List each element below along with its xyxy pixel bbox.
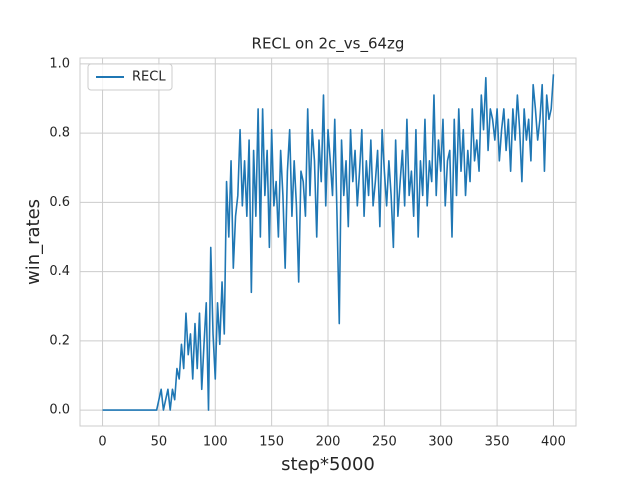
chart-title: RECL on 2c_vs_64zg [252,35,405,54]
y-axis-label: win_rates [23,199,44,285]
y-tick-label: 1.0 [49,56,70,71]
x-tick-label: 300 [428,435,453,450]
x-tick-label: 100 [203,435,228,450]
legend: RECL [87,63,173,91]
x-tick-label: 400 [541,435,566,450]
plot-frame [79,57,577,427]
x-tick-label: 150 [259,435,284,450]
legend-frame [87,63,173,91]
y-tick-label: 0.6 [49,195,70,210]
legend-label: RECL [132,70,166,85]
y-tick-label: 0.2 [49,333,70,348]
x-axis-label: step*5000 [281,454,375,475]
x-tick-label: 350 [485,435,510,450]
y-tick-label: 0.8 [49,126,70,141]
x-tick-label: 50 [151,435,168,450]
x-tick-label: 200 [316,435,341,450]
y-tick-label: 0.0 [49,403,70,418]
x-tick-label: 250 [372,435,397,450]
line [102,74,555,411]
x-tick-label: 0 [98,435,106,450]
y-tick-label: 0.4 [49,264,70,279]
